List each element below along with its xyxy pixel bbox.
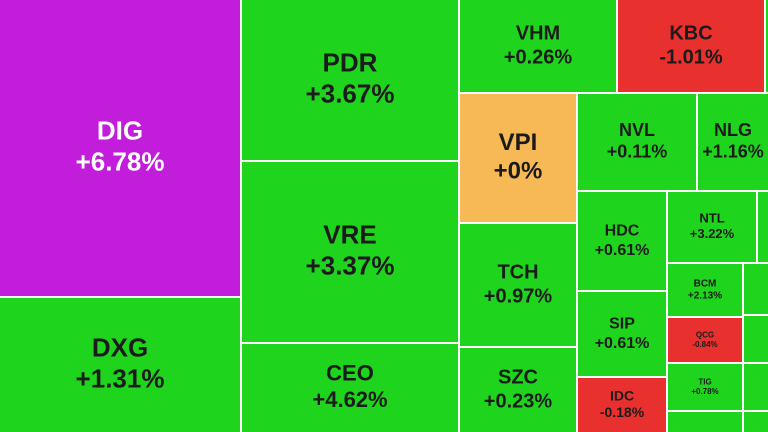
change-label: +0.61% [595, 335, 650, 352]
ticker: NTL [699, 211, 724, 226]
tile [460, 224, 576, 346]
change-label: +0.26% [504, 46, 573, 68]
change-label: +4.62% [312, 387, 387, 412]
ticker: QCG [696, 330, 714, 339]
change-label: +0.61% [595, 242, 650, 259]
change-label: +1.31% [76, 363, 165, 393]
change-label: +0% [494, 158, 543, 185]
ticker: TIG [698, 377, 711, 386]
ticker: BCM [694, 279, 717, 290]
ticker: TCH [497, 261, 538, 283]
change-label: +0.11% [607, 142, 668, 162]
change-label: +2.13% [688, 291, 722, 302]
tile [578, 192, 666, 290]
change-label: +3.37% [306, 250, 395, 280]
tile-edge [766, 0, 768, 92]
tile [578, 292, 666, 376]
tile [242, 344, 458, 432]
tile [0, 298, 240, 432]
tile [460, 348, 576, 432]
ticker: KBC [669, 22, 712, 44]
tile-edge [744, 264, 768, 314]
change-label: +3.67% [306, 78, 395, 108]
change-label: -0.18% [600, 404, 645, 420]
change-label: +1.16% [702, 142, 764, 162]
ticker: VPI [499, 129, 538, 156]
ticker: HDC [605, 223, 640, 240]
tile-edge [744, 364, 768, 410]
ticker: NVL [619, 120, 655, 140]
tile [698, 94, 768, 190]
ticker: SIP [609, 316, 635, 333]
tile [668, 318, 742, 362]
tile [578, 378, 666, 432]
tile [618, 0, 764, 92]
ticker: NLG [714, 120, 752, 140]
tile [668, 364, 742, 410]
change-label: +6.78% [76, 146, 165, 176]
ticker: PDR [323, 47, 378, 77]
ticker: DIG [97, 115, 143, 145]
tile [578, 94, 696, 190]
change-label: -0.84% [692, 340, 717, 349]
tile [668, 264, 742, 316]
tile [460, 94, 576, 222]
ticker: VHM [516, 22, 560, 44]
change-label: +3.22% [690, 226, 735, 241]
ticker: SZC [498, 366, 538, 388]
ticker: IDC [610, 387, 634, 403]
tile [242, 0, 458, 160]
tile-edge [744, 412, 768, 432]
tile [460, 0, 616, 92]
change-label: +0.97% [484, 285, 553, 307]
tile [242, 162, 458, 342]
tile [0, 0, 240, 296]
ticker: VRE [323, 219, 376, 249]
tile-edge [668, 412, 742, 432]
tile-edge [744, 316, 768, 362]
change-label: +0.78% [691, 387, 718, 396]
tile [668, 192, 756, 262]
change-label: +0.23% [484, 390, 553, 412]
ticker: CEO [326, 361, 374, 386]
tile-edge [758, 192, 768, 262]
change-label: -1.01% [659, 46, 723, 68]
ticker: DXG [92, 332, 148, 362]
